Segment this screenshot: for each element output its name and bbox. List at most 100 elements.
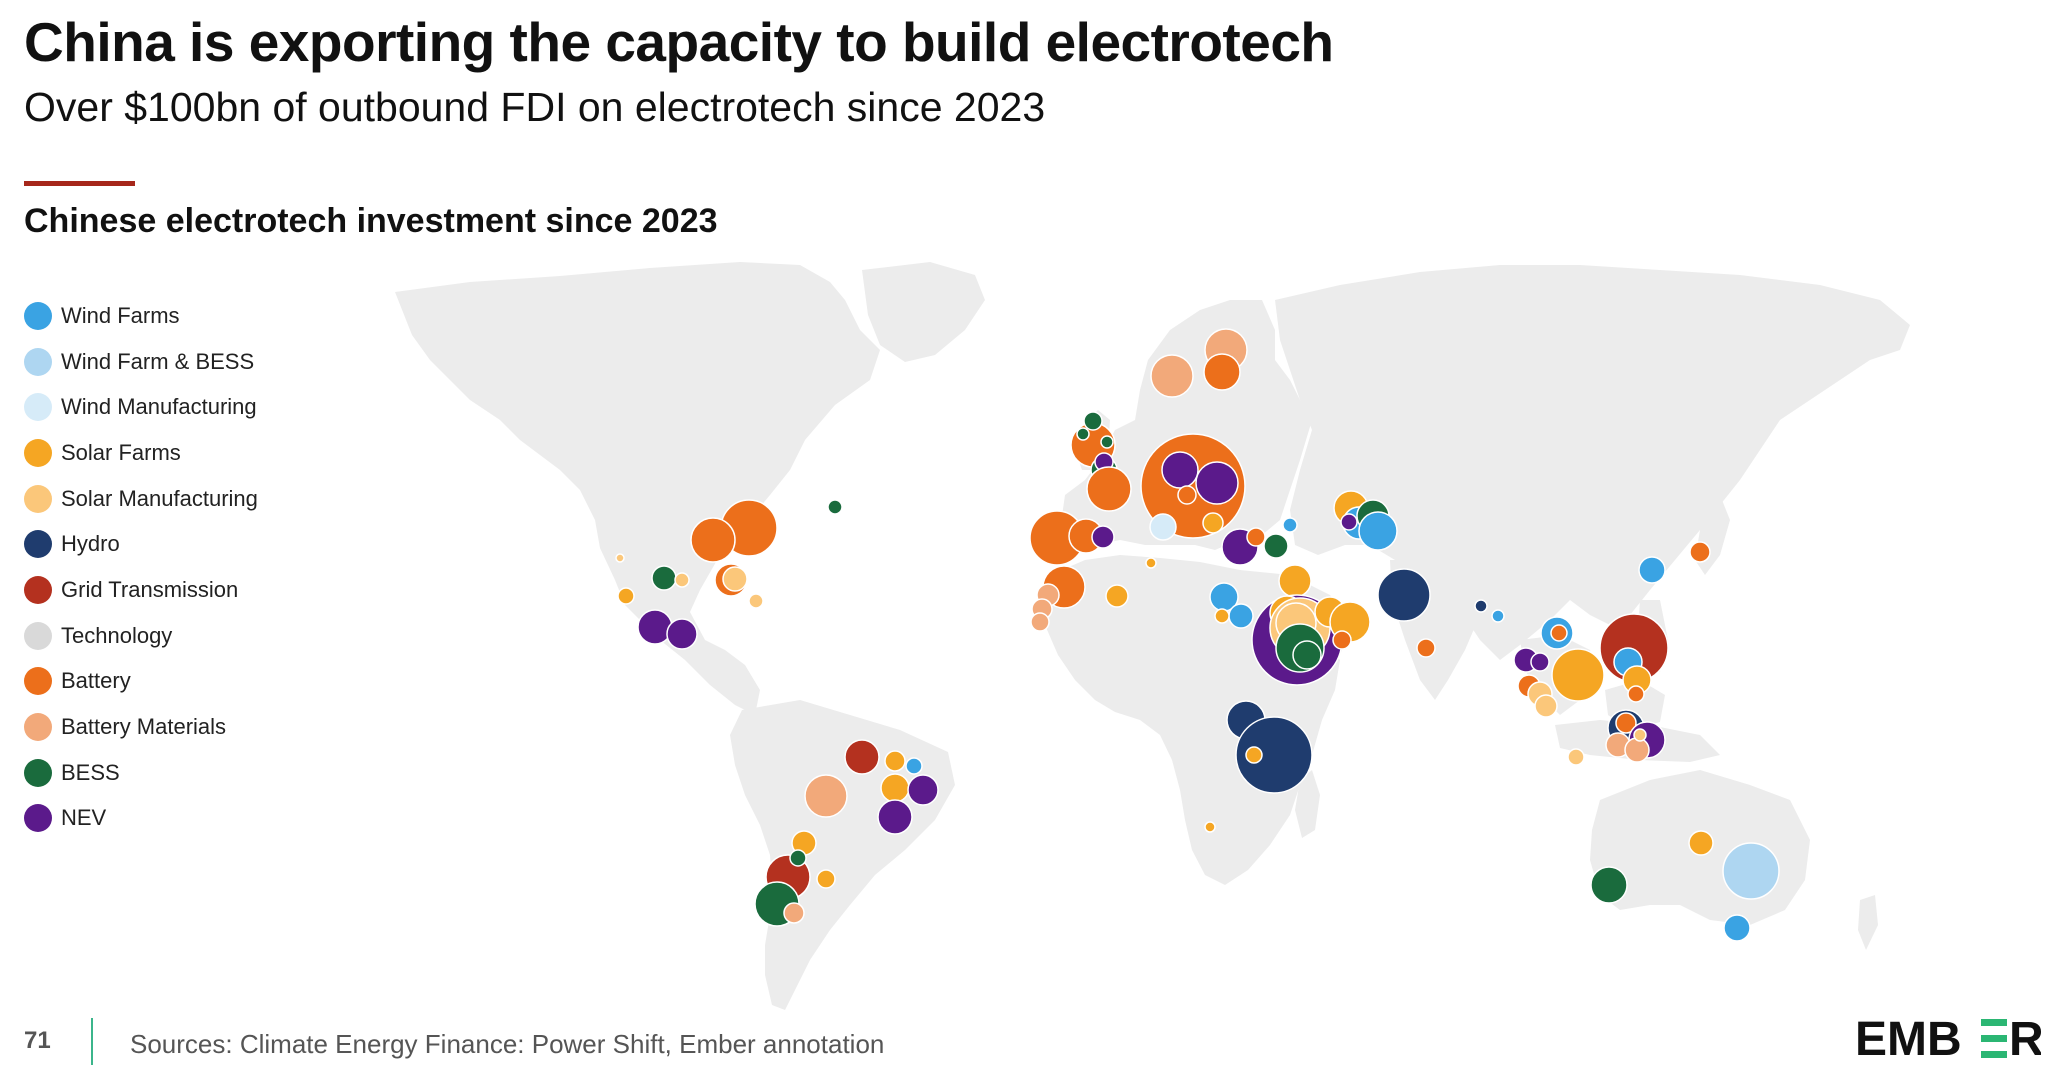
logo-text-emb: EMB bbox=[1855, 1013, 1962, 1063]
accent-rule bbox=[24, 181, 135, 186]
bubble-solar-mfg bbox=[1567, 748, 1585, 766]
legend-swatch bbox=[24, 621, 52, 650]
bubble-wind-farms bbox=[905, 757, 923, 775]
bubble-solar-farms bbox=[1245, 746, 1263, 764]
legend-item-bess: BESS bbox=[24, 750, 258, 796]
legend-label: Wind Farm & BESS bbox=[61, 348, 255, 374]
bubble-battery-mat bbox=[1030, 612, 1050, 632]
bubble-battery-mat bbox=[1624, 737, 1650, 763]
legend-label: Battery bbox=[61, 668, 131, 694]
legend-item-tech: Technology bbox=[24, 613, 258, 659]
bubble-battery bbox=[1689, 541, 1711, 563]
bubble-battery bbox=[1086, 466, 1132, 512]
bubble-nev bbox=[1161, 451, 1199, 489]
legend: Wind Farms Wind Farm & BESS Wind Manufactu… bbox=[24, 293, 258, 841]
land-south-america bbox=[730, 700, 955, 1010]
legend-swatch bbox=[24, 713, 52, 742]
bubble-nev bbox=[877, 799, 913, 835]
bubble-hydro bbox=[1474, 599, 1488, 613]
bubble-battery-mat bbox=[1150, 354, 1194, 398]
bubble-solar-mfg bbox=[674, 572, 690, 588]
bubble-wind-bess bbox=[1722, 842, 1780, 900]
bubble-bess bbox=[651, 565, 677, 591]
legend-swatch bbox=[24, 347, 52, 376]
legend-swatch bbox=[24, 575, 52, 604]
land-greenland bbox=[862, 262, 985, 362]
bubble-bess bbox=[1263, 533, 1289, 559]
bubble-solar-farms bbox=[884, 750, 906, 772]
bubble-solar-farms bbox=[617, 587, 635, 605]
footer-divider bbox=[91, 1018, 93, 1065]
legend-item-grid: Grid Transmission bbox=[24, 567, 258, 613]
bubble-nev bbox=[907, 774, 939, 806]
bubble-wind-farms bbox=[1358, 511, 1398, 551]
legend-label: NEV bbox=[61, 805, 107, 831]
legend-swatch bbox=[24, 301, 52, 330]
bubble-solar-mfg bbox=[615, 553, 625, 563]
logo-e-bars bbox=[1981, 1019, 2007, 1058]
legend-swatch bbox=[24, 393, 52, 422]
legend-swatch bbox=[24, 667, 52, 696]
bubble-solar-farms bbox=[1551, 648, 1605, 702]
legend-item-wind-mfg: Wind Manufacturing bbox=[24, 384, 258, 430]
legend-swatch bbox=[24, 530, 52, 559]
page-subtitle: Over $100bn of outbound FDI on electrote… bbox=[24, 84, 1046, 130]
source-note: Sources: Climate Energy Finance: Power S… bbox=[130, 1029, 885, 1059]
bubble-bess bbox=[827, 499, 843, 515]
bubble-battery bbox=[1332, 630, 1352, 650]
land-new-zealand bbox=[1858, 895, 1878, 950]
legend-swatch bbox=[24, 438, 52, 467]
bubble-wind-mfg bbox=[1149, 513, 1177, 541]
bubble-solar-mfg bbox=[1534, 694, 1558, 718]
legend-label: Solar Farms bbox=[61, 439, 181, 465]
legend-item-solar-farms: Solar Farms bbox=[24, 430, 258, 476]
bubble-nev bbox=[1530, 652, 1550, 672]
bubble-battery-mat bbox=[783, 902, 805, 924]
legend-label: Grid Transmission bbox=[61, 576, 239, 602]
bubble-bess bbox=[1292, 640, 1322, 670]
bubble-battery bbox=[1177, 485, 1197, 505]
legend-item-solar-mfg: Solar Manufacturing bbox=[24, 476, 258, 522]
bubble-wind-farms bbox=[1723, 914, 1751, 942]
bubble-solar-farms bbox=[1204, 821, 1216, 833]
land-japan bbox=[1695, 495, 1730, 575]
legend-label: Battery Materials bbox=[61, 714, 227, 740]
legend-item-nev: NEV bbox=[24, 796, 258, 842]
bubble-solar-farms bbox=[1214, 608, 1230, 624]
legend-label: Hydro bbox=[61, 531, 120, 557]
bubble-solar-farms bbox=[1145, 557, 1157, 569]
land-north-america bbox=[395, 262, 880, 715]
bubble-hydro bbox=[1377, 568, 1431, 622]
ember-logo: EMB R bbox=[1855, 1013, 2041, 1063]
bubble-wind-farms bbox=[1228, 603, 1254, 629]
bubble-grid bbox=[844, 739, 880, 775]
bubble-battery bbox=[1615, 712, 1637, 734]
chart-title: Chinese electrotech investment since 202… bbox=[24, 202, 718, 240]
land-madagascar bbox=[1295, 770, 1320, 838]
bubble-solar-farms bbox=[816, 869, 836, 889]
legend-item-wind-bess: Wind Farm & BESS bbox=[24, 339, 258, 385]
bubble-solar-mfg bbox=[748, 593, 764, 609]
legend-swatch bbox=[24, 484, 52, 513]
bubble-solar-farms bbox=[1688, 830, 1714, 856]
bubble-hydro bbox=[1235, 716, 1313, 794]
bubble-solar-farms bbox=[1202, 512, 1224, 534]
page-number: 71 bbox=[24, 1027, 51, 1054]
bubble-solar-farms bbox=[1105, 584, 1129, 608]
bubble-bess bbox=[1076, 427, 1090, 441]
bubble-solar-farms bbox=[880, 773, 910, 803]
legend-item-battery-mat: Battery Materials bbox=[24, 704, 258, 750]
legend-label: Wind Manufacturing bbox=[61, 394, 257, 420]
legend-item-wind-farms: Wind Farms bbox=[24, 293, 258, 339]
legend-label: Solar Manufacturing bbox=[61, 485, 258, 511]
logo-text-r: R bbox=[2009, 1013, 2041, 1063]
bubble-battery bbox=[1416, 638, 1436, 658]
land-asia bbox=[1275, 265, 1910, 660]
legend-item-battery: Battery bbox=[24, 659, 258, 705]
bubble-battery bbox=[690, 517, 736, 563]
bubble-nev bbox=[666, 618, 698, 650]
bubble-nev bbox=[1091, 525, 1115, 549]
bubble-solar-farms bbox=[1278, 564, 1312, 598]
legend-label: Technology bbox=[61, 622, 173, 648]
